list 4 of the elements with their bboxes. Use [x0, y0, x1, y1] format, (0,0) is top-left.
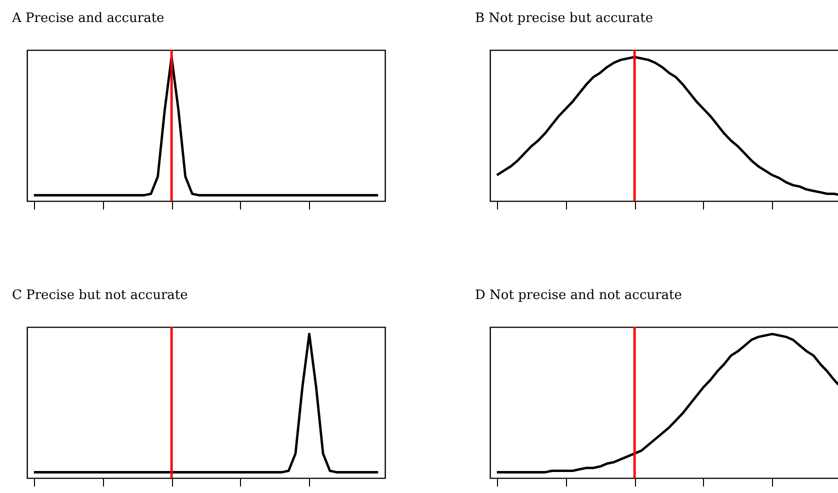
chart-title: B Not precise but accurate	[475, 10, 654, 26]
chart-title: C Precise but not accurate	[12, 288, 188, 303]
chart-title: A Precise and accurate	[11, 10, 165, 26]
chart-title: D Not precise and not accurate	[475, 288, 682, 303]
